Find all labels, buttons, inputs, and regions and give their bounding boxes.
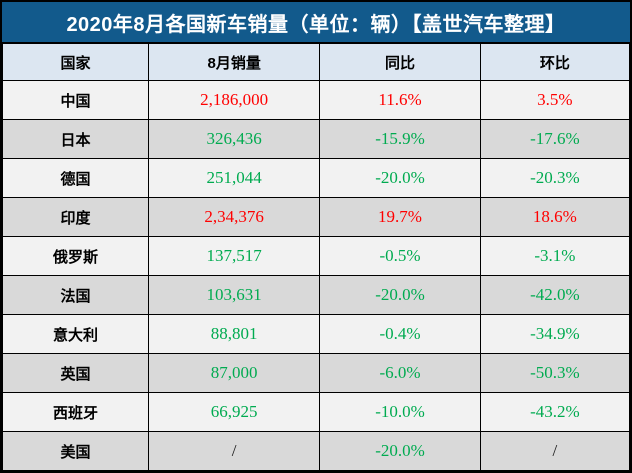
yoy-cell: -20.0% bbox=[319, 431, 481, 471]
sales-cell: / bbox=[148, 431, 321, 471]
country-cell: 中国 bbox=[1, 80, 150, 120]
yoy-cell: -15.9% bbox=[319, 119, 481, 159]
sales-cell: 137,517 bbox=[148, 236, 321, 276]
country-cell: 意大利 bbox=[1, 314, 150, 354]
yoy-cell: -0.4% bbox=[319, 314, 481, 354]
mom-cell: -50.3% bbox=[479, 353, 631, 393]
table-row-china: 中国 2,186,000 11.6% 3.5% bbox=[1, 80, 631, 120]
sales-cell: 251,044 bbox=[148, 158, 321, 198]
mom-cell: -20.3% bbox=[479, 158, 631, 198]
table-row-spain: 西班牙 66,925 -10.0% -43.2% bbox=[1, 392, 631, 432]
yoy-cell: 19.7% bbox=[319, 197, 481, 237]
country-cell: 法国 bbox=[1, 275, 150, 315]
table-row-usa: 美国 / -20.0% / bbox=[1, 431, 631, 471]
country-cell: 美国 bbox=[1, 431, 150, 471]
table-row-japan: 日本 326,436 -15.9% -17.6% bbox=[1, 119, 631, 159]
header-mom: 环比 bbox=[479, 43, 631, 81]
yoy-cell: -10.0% bbox=[319, 392, 481, 432]
table-row-france: 法国 103,631 -20.0% -42.0% bbox=[1, 275, 631, 315]
header-yoy: 同比 bbox=[319, 43, 481, 81]
mom-cell: -17.6% bbox=[479, 119, 631, 159]
yoy-cell: -6.0% bbox=[319, 353, 481, 393]
sales-cell: 103,631 bbox=[148, 275, 321, 315]
mom-cell: 3.5% bbox=[479, 80, 631, 120]
table-row-india: 印度 2,34,376 19.7% 18.6% bbox=[1, 197, 631, 237]
yoy-cell: -20.0% bbox=[319, 158, 481, 198]
header-row: 国家 8月销量 同比 环比 bbox=[1, 43, 631, 81]
mom-cell: -34.9% bbox=[479, 314, 631, 354]
country-cell: 英国 bbox=[1, 353, 150, 393]
sales-cell: 87,000 bbox=[148, 353, 321, 393]
table-row-germany: 德国 251,044 -20.0% -20.3% bbox=[1, 158, 631, 198]
country-cell: 日本 bbox=[1, 119, 150, 159]
yoy-cell: -0.5% bbox=[319, 236, 481, 276]
mom-cell: 18.6% bbox=[479, 197, 631, 237]
table-row-uk: 英国 87,000 -6.0% -50.3% bbox=[1, 353, 631, 393]
sales-cell: 2,34,376 bbox=[148, 197, 321, 237]
country-cell: 西班牙 bbox=[1, 392, 150, 432]
header-august-sales: 8月销量 bbox=[148, 43, 321, 81]
mom-cell: -3.1% bbox=[479, 236, 631, 276]
table-row-russia: 俄罗斯 137,517 -0.5% -3.1% bbox=[1, 236, 631, 276]
yoy-cell: 11.6% bbox=[319, 80, 481, 120]
country-cell: 德国 bbox=[1, 158, 150, 198]
table-row-italy: 意大利 88,801 -0.4% -34.9% bbox=[1, 314, 631, 354]
sales-table: 国家 8月销量 同比 环比 中国 2,186,000 11.6% 3.5% 日本… bbox=[1, 43, 631, 471]
mom-cell: -42.0% bbox=[479, 275, 631, 315]
sales-cell: 326,436 bbox=[148, 119, 321, 159]
header-country: 国家 bbox=[1, 43, 150, 81]
sales-cell: 88,801 bbox=[148, 314, 321, 354]
country-cell: 印度 bbox=[1, 197, 150, 237]
sales-cell: 66,925 bbox=[148, 392, 321, 432]
yoy-cell: -20.0% bbox=[319, 275, 481, 315]
mom-cell: -43.2% bbox=[479, 392, 631, 432]
table-title: 2020年8月各国新车销量（单位：辆）【盖世汽车整理】 bbox=[2, 2, 630, 43]
mom-cell: / bbox=[479, 431, 631, 471]
sales-cell: 2,186,000 bbox=[148, 80, 321, 120]
country-cell: 俄罗斯 bbox=[1, 236, 150, 276]
